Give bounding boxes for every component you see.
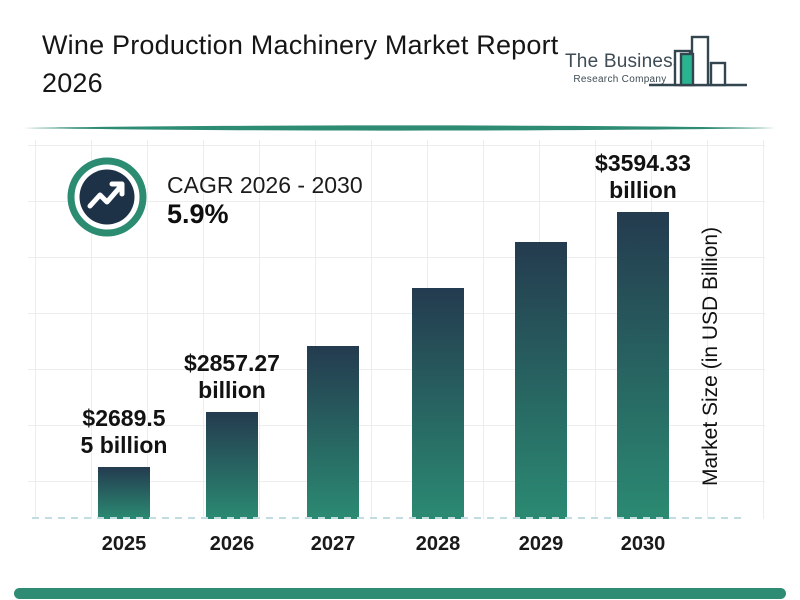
x-tick-2030: 2030 (620, 533, 666, 555)
logo-text: The Business Research Company (565, 51, 683, 85)
page-title: Wine Production Machinery Market Report … (42, 26, 587, 102)
header-divider (24, 125, 776, 131)
x-tick-2029: 2029 (518, 533, 564, 555)
bar-2029 (515, 242, 567, 519)
x-tick-2026: 2026 (209, 533, 255, 555)
value-label-2030: $3594.33 billion (595, 150, 691, 203)
company-logo: The Business Research Company (555, 28, 790, 100)
logo-company-name: The Business (565, 51, 683, 72)
bar-2027 (307, 346, 359, 519)
bar-2030 (617, 212, 669, 519)
bottom-accent-bar (14, 588, 786, 599)
bar-chart-logo-icon (649, 35, 747, 87)
bar-2028 (412, 288, 464, 519)
value-label-2026: $2857.27 billion (184, 350, 280, 403)
cagr-value: 5.9% (167, 199, 229, 229)
value-label-2025: $2689.5 5 billion (80, 405, 168, 458)
dashed-baseline (32, 517, 745, 519)
logo-company-subtitle: Research Company (573, 74, 667, 85)
x-tick-2027: 2027 (310, 533, 356, 555)
y-axis-label: Market Size (in USD Billion) (699, 226, 722, 486)
x-tick-2028: 2028 (415, 533, 461, 555)
cagr-label: CAGR 2026 - 2030 (167, 172, 363, 198)
title-line-1: Wine Production Machinery Market Report (42, 30, 559, 60)
bar-2026 (206, 412, 258, 519)
trending-up-icon (67, 157, 147, 237)
bar-2025 (98, 467, 150, 519)
x-tick-2025: 2025 (101, 533, 147, 555)
title-line-2: 2026 (42, 68, 103, 98)
